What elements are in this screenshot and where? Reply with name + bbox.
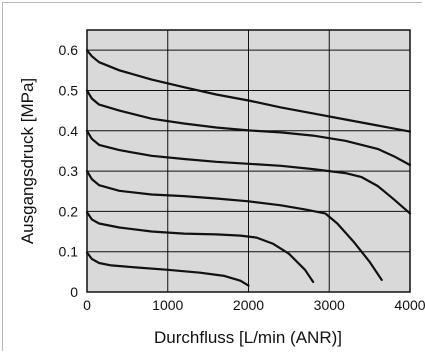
x-tick-label: 1000 — [152, 297, 183, 313]
x-tick-label: 4000 — [394, 297, 425, 313]
series-line-3 — [85, 170, 383, 281]
x-tick-label: 3000 — [314, 297, 345, 313]
y-tick-label: 0.5 — [59, 82, 79, 98]
x-axis-label: Durchfluss [L/min (ANR)] — [154, 328, 342, 347]
figure-frame — [2, 2, 422, 351]
y-tick-label: 0.4 — [59, 123, 79, 139]
y-tick-labels: 0 0.1 0.2 0.3 0.4 0.5 0.6 — [59, 42, 79, 300]
series-line-4 — [85, 129, 412, 215]
y-axis-label: Ausgangsdruck [MPa] — [18, 78, 37, 244]
series-line-1 — [85, 251, 250, 287]
x-tick-labels: 0 1000 2000 3000 4000 — [83, 297, 425, 313]
series-line-5 — [85, 89, 412, 167]
series-line-6 — [85, 49, 412, 133]
y-tick-label: 0 — [70, 284, 78, 300]
y-tick-label: 0.6 — [59, 42, 79, 58]
y-tick-label: 0.2 — [59, 203, 79, 219]
x-tick-label: 2000 — [233, 297, 264, 313]
series-lines — [85, 49, 412, 287]
x-tick-label: 0 — [83, 297, 91, 313]
plot-border — [86, 29, 411, 293]
y-tick-label: 0.1 — [59, 244, 79, 260]
series-line-2 — [85, 211, 315, 283]
y-tick-label: 0.3 — [59, 163, 79, 179]
